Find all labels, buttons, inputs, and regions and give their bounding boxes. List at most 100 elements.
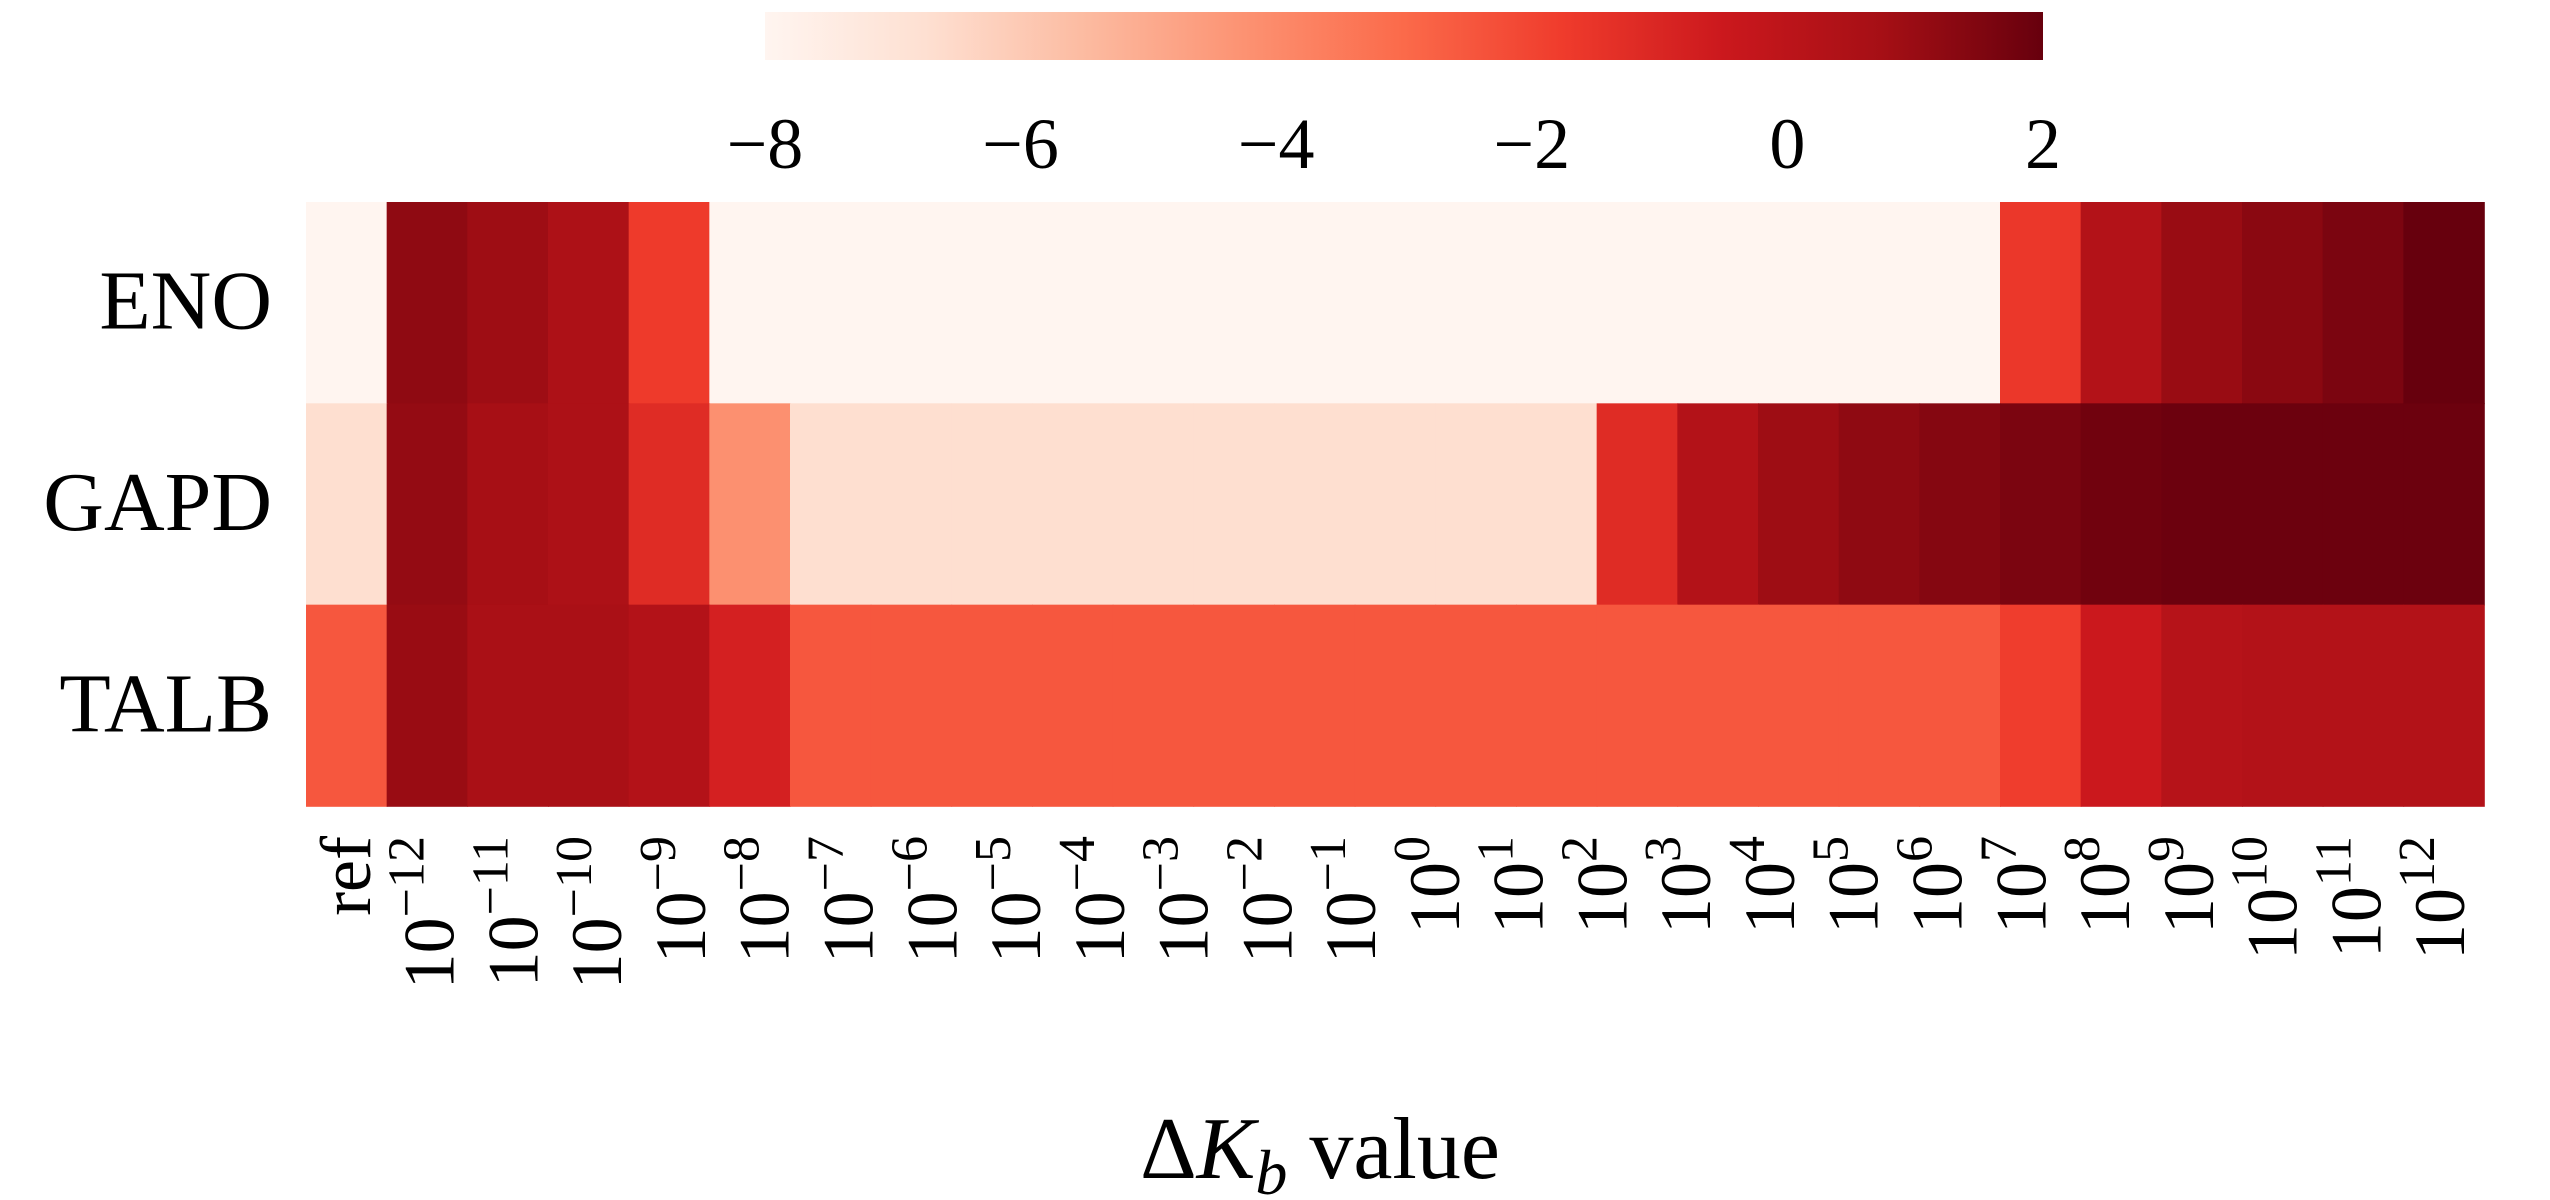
heatmap-cell xyxy=(1838,604,1921,807)
heatmap-cell xyxy=(2242,202,2324,405)
heatmap-cell xyxy=(1516,604,1598,807)
heatmap-cell xyxy=(951,604,1033,807)
heatmap-cell xyxy=(306,604,388,807)
column-label: 10−4 xyxy=(1049,836,1140,963)
x-axis-label: ΔKb value xyxy=(1140,1101,1500,1200)
column-label: 1011 xyxy=(2305,836,2396,958)
heatmap-cell xyxy=(1435,202,1517,405)
heatmap-cell xyxy=(1435,403,1517,606)
colorbar-tick-label: −8 xyxy=(727,104,804,184)
heatmap-cell xyxy=(1919,604,2001,807)
heatmap-cell xyxy=(1112,403,1195,606)
heatmap-cell xyxy=(2080,604,2163,807)
column-label: 105 xyxy=(1803,836,1894,934)
heatmap-cell xyxy=(1516,202,1598,405)
heatmap-cells xyxy=(306,202,2485,807)
heatmap-cell xyxy=(1112,202,1195,405)
row-label: TALB xyxy=(59,657,272,750)
column-label: 10−7 xyxy=(798,836,889,963)
heatmap-cell xyxy=(628,604,711,807)
heatmap-cell xyxy=(2322,202,2405,405)
heatmap-cell xyxy=(1032,202,1114,405)
heatmap-cell xyxy=(2000,604,2082,807)
heatmap-cell xyxy=(1919,202,2001,405)
heatmap-cell xyxy=(2322,604,2405,807)
colorbar-tick-label: −4 xyxy=(1238,104,1315,184)
heatmap-cell xyxy=(951,403,1033,606)
column-label: 100 xyxy=(1384,836,1475,934)
heatmap-cell xyxy=(467,604,549,807)
heatmap-cell xyxy=(1758,202,1840,405)
heatmap-cell xyxy=(386,403,469,606)
heatmap-cell xyxy=(2403,403,2485,606)
heatmap-cell xyxy=(951,202,1033,405)
heatmap-cell xyxy=(1919,403,2001,606)
heatmap-cell xyxy=(628,403,711,606)
column-label: 10−5 xyxy=(965,836,1056,963)
heatmap-cell xyxy=(709,403,791,606)
heatmap-cell xyxy=(467,202,549,405)
column-label: 1010 xyxy=(2222,836,2313,960)
column-label: 10−8 xyxy=(714,836,805,963)
heatmap-cell xyxy=(1435,604,1517,807)
heatmap-cell xyxy=(306,202,388,405)
heatmap-cell xyxy=(1274,604,1356,807)
heatmap-cell xyxy=(386,604,469,807)
heatmap-cell xyxy=(2403,604,2485,807)
column-label: 102 xyxy=(1551,836,1642,934)
column-label: 109 xyxy=(2138,836,2229,934)
heatmap-cell xyxy=(1677,202,1759,405)
heatmap-cell xyxy=(870,202,953,405)
column-label: 10−10 xyxy=(546,836,637,989)
heatmap-cell xyxy=(2322,403,2405,606)
column-label: 10−1 xyxy=(1300,836,1391,963)
heatmap-cell xyxy=(1516,403,1598,606)
heatmap-cell xyxy=(1596,604,1679,807)
heatmap-cell xyxy=(2080,403,2163,606)
heatmap-cell xyxy=(548,403,630,606)
heatmap-cell xyxy=(548,202,630,405)
heatmap-cell xyxy=(709,604,791,807)
heatmap-cell xyxy=(870,604,953,807)
heatmap-cell xyxy=(2000,202,2082,405)
heatmap-cell xyxy=(2000,403,2082,606)
colorbar: −8 −6 −4 −2 0 2 xyxy=(727,12,2061,184)
column-label: 10−3 xyxy=(1133,836,1224,963)
column-label: 104 xyxy=(1719,836,1810,934)
heatmap-cell xyxy=(628,202,711,405)
column-labels: ref10−1210−1110−1010−910−810−710−610−510… xyxy=(306,836,2480,989)
heatmap-cell xyxy=(386,202,469,405)
heatmap-cell xyxy=(1354,403,1437,606)
column-label: 10−6 xyxy=(881,836,972,963)
heatmap-cell xyxy=(2080,202,2163,405)
heatmap-cell xyxy=(1193,202,1275,405)
heatmap-cell xyxy=(548,604,630,807)
heatmap-cell xyxy=(1596,202,1679,405)
heatmap-cell xyxy=(870,403,953,606)
heatmap-cell xyxy=(790,202,872,405)
heatmap-cell xyxy=(709,202,791,405)
heatmap-cell xyxy=(1112,604,1195,807)
heatmap-cell xyxy=(1677,604,1759,807)
heatmap-cell xyxy=(2403,202,2485,405)
column-label: 101 xyxy=(1468,836,1559,934)
heatmap-cell xyxy=(2242,403,2324,606)
heatmap-cell xyxy=(1032,403,1114,606)
heatmap-cell xyxy=(306,403,388,606)
heatmap-cell xyxy=(1838,403,1921,606)
heatmap-cell xyxy=(1193,604,1275,807)
column-label: 107 xyxy=(1970,836,2061,934)
heatmap-cell xyxy=(790,604,872,807)
heatmap-cell xyxy=(467,403,549,606)
row-labels: ENO GAPD TALB xyxy=(43,255,272,751)
heatmap-cell xyxy=(1193,403,1275,606)
heatmap-cell xyxy=(1354,604,1437,807)
colorbar-tick-label: 0 xyxy=(1769,104,1805,184)
heatmap-cell xyxy=(1758,604,1840,807)
column-label: 10−9 xyxy=(630,836,721,963)
column-label: 103 xyxy=(1635,836,1726,934)
heatmap-cell xyxy=(790,403,872,606)
colorbar-ticks: −8 −6 −4 −2 0 2 xyxy=(727,104,2061,184)
column-label: ref xyxy=(306,836,386,916)
